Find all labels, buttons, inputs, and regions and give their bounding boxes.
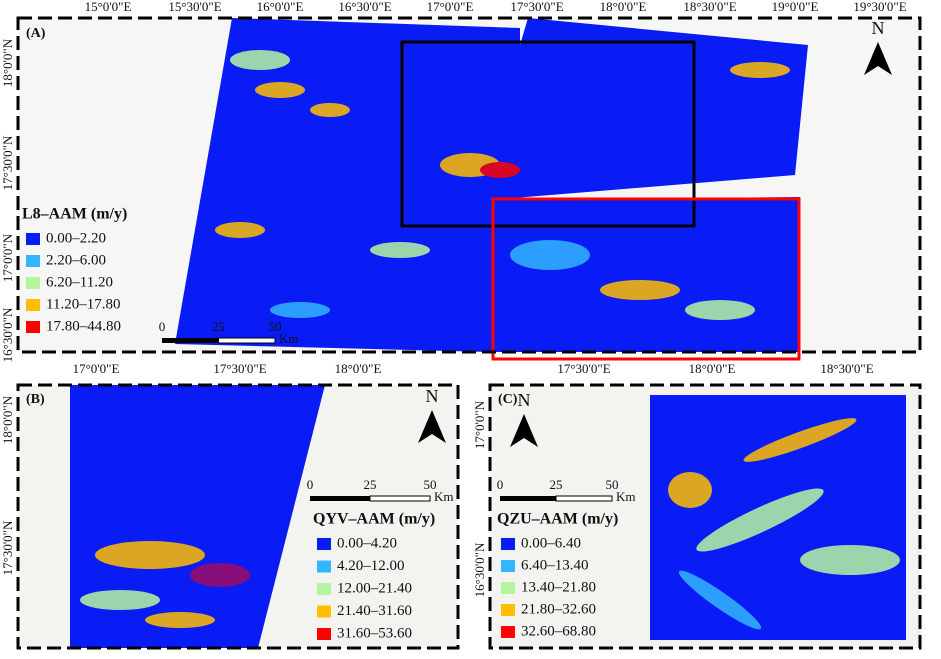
- longitude-label: 18°0'0"E: [600, 0, 647, 14]
- latitude-label: 18°0'0"N: [0, 38, 15, 87]
- latitude-label: 16°30'0"N: [0, 307, 15, 362]
- scale-label: 50: [269, 319, 282, 334]
- latitude-label: 17°0'0"N: [472, 400, 487, 449]
- scale-unit: Km: [616, 489, 636, 504]
- legend-swatch: [501, 604, 515, 616]
- latitude-label: 17°30'0"N: [0, 135, 15, 190]
- legend-swatch: [317, 628, 331, 640]
- legend-swatch: [26, 255, 40, 267]
- scale-unit: Km: [279, 331, 299, 346]
- extent-box: [400, 40, 696, 228]
- legend-label: 2.20–6.00: [46, 252, 106, 268]
- panel-label: (C): [498, 392, 518, 407]
- longitude-label: 18°0'0"E: [689, 361, 736, 376]
- scale-bar: [555, 495, 613, 502]
- legend-label: 4.20–12.00: [337, 558, 405, 574]
- longitude-label: 16°0'0"E: [257, 0, 304, 14]
- legend-swatch: [26, 299, 40, 311]
- legend-label: 0.00–4.20: [337, 535, 397, 551]
- scale-label: 25: [364, 477, 377, 492]
- scale-label: 50: [606, 477, 619, 492]
- latitude-label: 17°0'0"N: [0, 233, 15, 282]
- legend-swatch: [317, 560, 331, 573]
- north-arrow: [510, 414, 538, 447]
- legend-label: 21.80–32.60: [521, 601, 596, 617]
- longitude-label: 18°30'0"E: [820, 361, 873, 376]
- longitude-label: 15°30'0"E: [168, 0, 221, 14]
- frame: [16, 16, 922, 354]
- legend-title: QZU–AAM (m/y): [497, 511, 618, 528]
- legend-swatch: [501, 582, 515, 594]
- legend-swatch: [317, 605, 331, 618]
- scale-label: 25: [550, 477, 563, 492]
- scale-bar: [369, 495, 431, 502]
- legend-swatch: [317, 583, 331, 595]
- legend-label: 17.80–44.80: [46, 318, 121, 334]
- north-label: N: [872, 18, 885, 38]
- scale-bar: [162, 338, 219, 343]
- north-arrow: [864, 42, 892, 75]
- scale-label: 25: [212, 319, 225, 334]
- legend-swatch: [26, 233, 40, 245]
- north-arrow: [418, 410, 446, 443]
- legend-swatch: [26, 321, 40, 333]
- legend-swatch: [317, 538, 331, 550]
- latitude-label: 18°0'0"N: [0, 395, 15, 444]
- texture: [215, 50, 790, 320]
- longitude-label: 18°0'0"E: [335, 361, 382, 376]
- legend-swatch: [26, 277, 40, 289]
- legend-label: 13.40–21.80: [521, 579, 596, 595]
- longitude-label: 15°0'0"E: [85, 0, 132, 14]
- legend-title: QYV–AAM (m/y): [313, 511, 435, 528]
- longitude-label: 18°30'0"E: [683, 0, 736, 14]
- extent-box: [491, 197, 801, 361]
- longitude-label: 17°30'0"E: [510, 0, 563, 14]
- frame: [488, 383, 922, 650]
- legend-label: 6.20–11.20: [46, 274, 113, 290]
- texture: [80, 541, 250, 628]
- scale-bar: [218, 337, 276, 344]
- longitude-label: 17°30'0"E: [213, 361, 266, 376]
- frame: [16, 383, 460, 650]
- legend-label: 0.00–2.20: [46, 230, 106, 246]
- legend-swatch: [501, 626, 515, 638]
- north-label: N: [518, 390, 531, 410]
- legend-label: 21.40–31.60: [337, 603, 412, 619]
- legend-swatch: [501, 560, 515, 572]
- scale-bar: [500, 496, 556, 501]
- legend-label: 12.00–21.40: [337, 580, 412, 596]
- scene-image: [70, 385, 325, 648]
- scene-image: [175, 18, 808, 352]
- longitude-label: 17°30'0"E: [557, 361, 610, 376]
- longitude-label: 17°0'0"E: [73, 361, 120, 376]
- legend-title: L8–AAM (m/y): [22, 206, 127, 223]
- scale-unit: Km: [434, 489, 454, 504]
- longitude-label: 17°0'0"E: [427, 0, 474, 14]
- scene-image: [490, 197, 800, 352]
- scale-label: 50: [424, 477, 437, 492]
- legend-label: 6.40–13.40: [521, 557, 589, 573]
- scale-bar: [310, 496, 370, 501]
- latitude-label: 16°30'0"N: [472, 542, 487, 597]
- scale-label: 0: [159, 319, 166, 334]
- legend-label: 31.60–53.60: [337, 625, 412, 641]
- legend-label: 0.00–6.40: [521, 535, 581, 551]
- texture: [668, 418, 900, 630]
- legend-swatch: [501, 538, 515, 550]
- panel-label: (A): [26, 26, 46, 41]
- longitude-label: 16°30'0"E: [338, 0, 391, 14]
- legend-label: 11.20–17.80: [46, 296, 120, 312]
- scale-label: 0: [497, 477, 504, 492]
- scale-label: 0: [307, 477, 314, 492]
- longitude-label: 19°0'0"E: [772, 0, 819, 14]
- north-label: N: [426, 386, 439, 406]
- longitude-label: 19°30'0"E: [853, 0, 906, 14]
- panel-label: (B): [26, 392, 45, 407]
- map-layer: [16, 16, 922, 650]
- latitude-label: 17°30'0"N: [0, 520, 15, 575]
- legend-label: 32.60–68.80: [521, 623, 596, 639]
